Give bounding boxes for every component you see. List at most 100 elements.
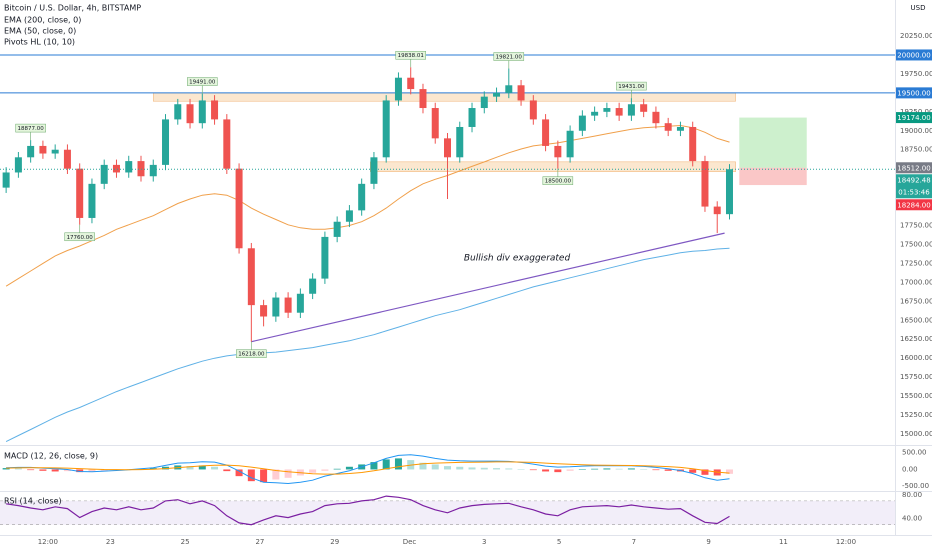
macd-histogram-bar — [88, 469, 96, 472]
macd-histogram-bar — [444, 466, 451, 470]
macd-histogram-bar — [211, 466, 219, 470]
y-tick-label: 17000.00 — [900, 278, 932, 286]
pivot-label: 19491.00 — [189, 80, 216, 86]
price-label: 19174.00 — [897, 114, 930, 122]
plot: 15000.00 15250.00 15500.00 15750.00 16000.00… — [0, 32, 932, 546]
macd-histogram-bar — [725, 469, 733, 474]
candle-body — [529, 100, 537, 120]
candle-body — [640, 104, 648, 112]
macd-tick-label: 500.00 — [902, 449, 927, 457]
pivot-box — [395, 50, 426, 60]
candle-body — [296, 293, 304, 313]
candle-body — [652, 111, 660, 124]
y-tick-label: 16750.00 — [900, 297, 932, 305]
x-tick-label: 3 — [482, 538, 486, 546]
macd-histogram-bar — [493, 468, 501, 470]
pivot-box — [616, 81, 647, 91]
macd-histogram-bar — [223, 469, 231, 472]
macd-histogram-bar — [468, 467, 476, 470]
price-label-box — [896, 112, 932, 124]
y-tick-label: 18750.00 — [900, 146, 932, 154]
macd-histogram-bar — [370, 462, 378, 470]
y-tick-label: 17500.00 — [900, 240, 932, 248]
stop-zone — [739, 167, 807, 186]
x-tick-label: 9 — [706, 538, 710, 546]
pivot-box — [236, 349, 267, 358]
x-tick-label: 12:00 — [38, 538, 58, 546]
macd-histogram-bar — [198, 465, 206, 470]
macd-histogram-bar — [664, 469, 672, 471]
macd-histogram-bar — [517, 469, 525, 470]
pivot-label: 19821.00 — [496, 55, 523, 61]
candle-body — [456, 126, 464, 158]
macd-histogram-bar — [27, 469, 35, 471]
candle-body — [186, 104, 194, 124]
pivot-label: 18500.00 — [545, 179, 572, 185]
macd-histogram-bar — [554, 469, 562, 473]
macd-histogram-bar — [63, 469, 71, 472]
y-tick-label: 16000.00 — [900, 354, 932, 362]
candle-body — [419, 89, 427, 109]
macd-histogram-bar — [260, 469, 268, 483]
ema-line — [5, 124, 730, 287]
price-label-box — [896, 174, 932, 199]
candle-body — [542, 119, 550, 146]
candle-body — [223, 119, 231, 169]
pivot-box — [64, 232, 95, 242]
candle-body — [333, 221, 341, 237]
candle-body — [174, 104, 182, 120]
candle-body — [725, 169, 733, 215]
pivot-label: 18877.00 — [18, 126, 45, 132]
x-tick-label: 5 — [557, 538, 561, 546]
rsi-title: RSI (14, close) — [4, 497, 62, 506]
candle-body — [63, 149, 71, 169]
candle-body — [149, 164, 157, 177]
pivot-label: 19431.00 — [618, 84, 645, 90]
macd-histogram-bar — [689, 469, 697, 473]
candle-body — [27, 145, 35, 158]
zone — [153, 92, 736, 102]
macd-histogram-bar — [186, 466, 194, 470]
pivot-label: 16218.00 — [238, 352, 265, 358]
candle-body — [211, 100, 219, 120]
macd-histogram-bar — [578, 469, 586, 470]
y-tick-label: 16250.00 — [900, 335, 932, 343]
x-tick-label: 25 — [181, 538, 190, 546]
x-tick-label: 23 — [106, 538, 115, 546]
y-tick-label: 19250.00 — [900, 108, 932, 116]
y-tick-label: 16500.00 — [900, 316, 932, 324]
macd-histogram-bar — [333, 468, 341, 470]
y-tick-label: 17250.00 — [900, 259, 932, 267]
macd-histogram-bar — [272, 469, 280, 480]
macd-histogram-bar — [284, 469, 292, 478]
candle-body — [505, 85, 513, 93]
candle-body — [260, 305, 268, 317]
candle-body — [370, 157, 378, 184]
candle-body — [2, 172, 10, 188]
macd-histogram-bar — [640, 469, 648, 470]
y-tick-label: 15750.00 — [900, 373, 932, 381]
price-label: 20000.00 — [897, 51, 930, 59]
macd-tick-label: 0.00 — [902, 465, 918, 473]
price-label-box — [896, 162, 932, 174]
candle-body — [137, 161, 145, 177]
candle-body — [272, 297, 280, 317]
target-zone — [739, 117, 807, 168]
candle-body — [493, 92, 501, 97]
macd-histogram-bar — [309, 469, 317, 473]
candle-body — [39, 145, 47, 154]
candle-body — [125, 161, 133, 173]
macd-histogram-bar — [419, 462, 427, 470]
price-label: 18284.00 — [897, 201, 930, 209]
candle-body — [444, 138, 451, 158]
macd-histogram-bar — [394, 458, 402, 470]
y-tick-label: 20250.00 — [900, 32, 932, 40]
legend-entry: EMA (50, close, 0) — [4, 27, 76, 36]
macd-histogram-bar — [76, 469, 84, 473]
macd-histogram-bar — [627, 468, 635, 470]
rsi-tick-label: 80.00 — [902, 491, 922, 499]
y-tick-label: 19750.00 — [900, 70, 932, 78]
candle-body — [566, 130, 574, 158]
candle-body — [407, 77, 415, 90]
pivot-label: 19838.01 — [398, 53, 424, 59]
